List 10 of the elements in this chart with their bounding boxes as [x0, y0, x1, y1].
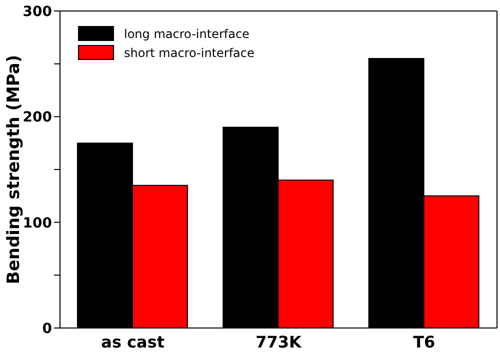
y-tick-label: 0	[42, 320, 52, 337]
y-tick-label: 100	[22, 215, 52, 232]
y-axis-title: Bending strength (MPa)	[4, 54, 24, 284]
y-tick-label: 300	[22, 4, 52, 20]
legend-label: long macro-interface	[124, 26, 250, 40]
legend-label: short macro-interface	[124, 46, 254, 60]
y-tick-label: 200	[22, 110, 52, 126]
x-tick-label: T6	[413, 332, 436, 352]
x-tick-label: as cast	[101, 332, 165, 352]
x-tick-label: 773K	[256, 332, 302, 352]
